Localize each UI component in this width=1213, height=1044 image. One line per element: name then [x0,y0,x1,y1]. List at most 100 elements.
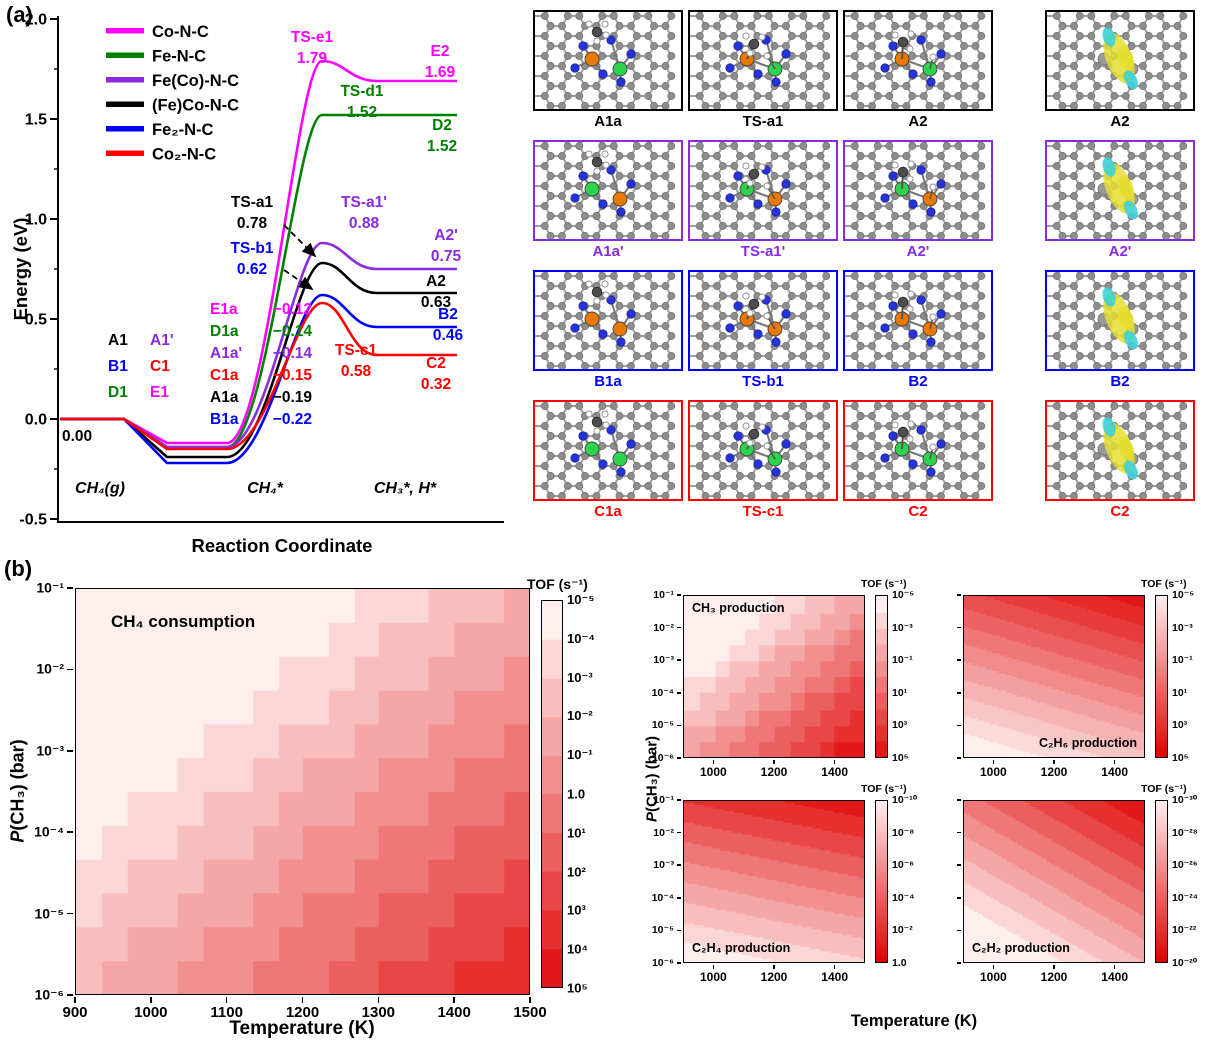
tick-mark [677,626,681,629]
c2h2-production-colorbar-title: TOF (s⁻¹) [1141,783,1187,795]
molecule-drawing [535,142,681,239]
structure-label: TS-b1 [742,373,784,390]
ts-energy: 0.78 [237,215,268,232]
molecule-drawing [845,272,991,369]
intermediate-energy: −0.15 [273,367,313,384]
x-tick-label: 1200 [285,1004,320,1021]
pressure-units: (CH₃) (bar) [643,735,661,813]
ts-label: TS-e1 [291,29,334,46]
ts-pointer-arrow [283,224,317,258]
ch3-production-colorbar-gradient [876,596,887,757]
intermediate-energy: −0.22 [273,411,312,428]
structure-image [843,270,993,371]
ts-energy: 1.52 [347,104,377,121]
colorbar-tick-label: 10⁻²⁰ [1172,957,1198,969]
tick-mark [677,724,681,727]
structure-label: TS-c1 [742,503,784,520]
ch3-production-colorbar-title: TOF (s⁻¹) [861,578,907,590]
energy-curve-(Fe)Co-N-C [60,261,457,459]
structure-cell-A2: A2 [1045,10,1195,130]
ts-energy: 0.62 [237,261,267,278]
y-tick-label: 10⁻² [653,621,674,634]
ch3-production-heatmap [684,596,864,757]
tick-mark [301,997,304,1003]
intermediate-label: C1a [210,367,239,384]
legend-label: Co₂-N-C [152,146,216,164]
tick-mark [1053,760,1055,764]
energy-curve-Co-N-C [60,59,457,445]
state-label: A1' [150,332,174,349]
colorbar-tick-label: 10⁻⁵ [892,589,915,601]
tick-mark [67,750,73,752]
ch3-production-title: CH₃ production [692,601,785,615]
structure-label: C2 [1110,503,1130,520]
x-tick-label: 1200 [760,970,788,984]
molecule-drawing [690,272,836,369]
structure-label: A1a' [592,243,624,260]
x-tick-label: 1500 [513,1004,547,1021]
state-label: B1 [108,358,128,375]
final-label: E2 [431,43,450,60]
colorbar-tick-label: 1.0 [892,957,907,969]
tick-mark [67,668,73,671]
y-tick-label: 0.0 [25,412,47,429]
structure-cell-B2: B2 [1045,270,1195,390]
intermediate-energy: −0.19 [273,389,313,406]
pressure-symbol: P [643,812,661,823]
molecule-drawing [690,142,836,239]
state-label: E1 [150,384,169,401]
colorbar-tick-label: 10⁻⁸ [892,826,915,839]
tick-mark [992,760,995,764]
tick-mark [677,692,681,694]
y-tick-label: 10⁻⁶ [651,957,674,969]
ch4-consumption-colorbar-title: TOF (s⁻¹) [527,576,588,592]
y-tick-label: 10⁻⁶ [34,986,64,1003]
y-tick-label: 10⁻⁵ [651,924,674,937]
y-tick-label: 10⁻⁴ [651,891,674,904]
ts-label: TS-d1 [340,83,383,100]
energy-diagram: 2.0 1.5 1.0 0.5 0.0 -0.5 Energy (eV) Reaction C… [12,12,504,556]
pressure-axis-label: P(CH₃) (bar) [8,739,29,842]
tick-mark [677,929,681,932]
ts-energy: 0.58 [341,363,372,380]
c2h4-production-colorbar [875,800,888,963]
colorbar-tick-label: 10⁵ [567,980,588,996]
y-tick-label: 1.0 [25,212,47,229]
tick-mark [67,994,73,996]
legend-label: (Fe)Co-N-C [152,97,239,115]
ts-label: TS-c1 [335,342,378,359]
legend-swatch [106,28,144,34]
tick-mark [957,962,961,964]
colorbar-tick-label: 10⁻¹ [892,654,913,667]
structure-label: A2' [1108,243,1132,260]
colorbar-tick-label: 10⁻³⁰ [1172,794,1198,806]
structure-label: A1a [594,113,622,130]
y-tick-label: 10⁻⁶ [651,752,674,764]
y-tick-label: 10⁻¹ [653,794,674,806]
tick-mark [773,760,775,764]
colorbar-tick-label: 10⁴ [567,941,588,957]
c2h2-production-heatmap [964,801,1144,962]
c2h4-production-colorbar-title: TOF (s⁻¹) [861,783,907,795]
c2h6-production-title: C₂H₆ production [1038,736,1137,750]
tick-mark [67,912,73,915]
colorbar-tick-label: 10⁻¹ [567,747,593,763]
tick-mark [150,997,152,1003]
tick-mark [677,831,681,834]
tick-mark [957,659,961,661]
colorbar-tick-label: 10⁵ [892,752,909,764]
colorbar-tick-label: 10⁻¹ [1172,654,1193,667]
colorbar-tick-label: 10⁵ [1172,752,1189,764]
structure-image [533,400,683,501]
c2h4-production-title: C₂H₄ production [692,941,791,955]
molecule-drawing [845,402,991,499]
x-tick-label: 1400 [821,970,849,984]
stage-label: CH₄* [247,480,284,497]
pressure-units: (CH₃) (bar) [7,739,28,831]
colorbar-tick-label: 10³ [892,719,908,732]
tick-mark [957,757,961,759]
colorbar-tick-label: 10¹ [1172,686,1188,699]
tick-mark [957,692,961,694]
structure-label: C1a [594,503,622,520]
final-energy: 1.69 [425,64,456,81]
